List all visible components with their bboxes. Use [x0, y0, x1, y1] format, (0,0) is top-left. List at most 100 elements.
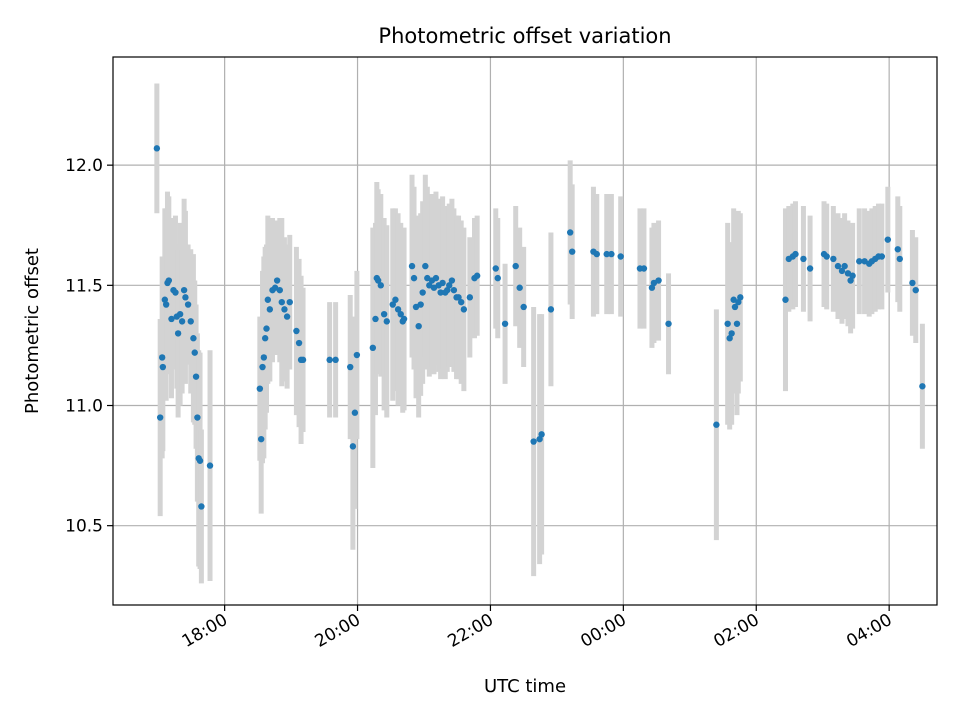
data-point [731, 303, 739, 311]
data-point [400, 315, 408, 323]
data-point [834, 262, 842, 270]
data-point [450, 286, 458, 294]
data-point [257, 435, 265, 443]
data-point [849, 272, 856, 279]
data-point [299, 356, 307, 364]
data-point [351, 409, 359, 416]
data-point [178, 318, 186, 325]
data-point [326, 356, 333, 364]
data-point [372, 315, 379, 323]
data-point [460, 306, 468, 313]
data-point [520, 303, 527, 311]
data-point [191, 349, 198, 356]
data-point [259, 363, 266, 371]
data-point [856, 258, 863, 265]
data-point [206, 462, 214, 469]
data-point [494, 274, 501, 282]
data-point [419, 289, 426, 296]
data-point [512, 262, 519, 270]
data-point [458, 298, 465, 306]
data-point [538, 431, 545, 438]
data-point [566, 229, 574, 236]
data-point [516, 284, 523, 291]
data-point [377, 282, 384, 289]
data-point [838, 267, 846, 275]
y-tick-label: 11.0 [65, 397, 103, 417]
data-point [380, 310, 388, 318]
data-point [439, 279, 446, 287]
data-point [397, 310, 404, 318]
data-point [782, 296, 789, 303]
data-point [182, 294, 189, 301]
data-point [332, 356, 339, 364]
data-point [187, 318, 194, 325]
data-point [884, 236, 892, 243]
data-points [153, 145, 926, 510]
data-point [198, 503, 205, 510]
data-point [172, 289, 179, 296]
data-point [724, 320, 731, 327]
data-point [437, 289, 444, 296]
data-point [408, 262, 416, 270]
data-point [190, 335, 197, 342]
data-point [896, 255, 903, 263]
data-point [192, 373, 200, 380]
y-tick-label: 11.5 [65, 276, 103, 296]
data-point [260, 354, 268, 361]
data-point [293, 327, 300, 335]
data-point [847, 277, 854, 284]
data-point [547, 306, 555, 313]
data-point [266, 306, 274, 313]
data-point [726, 335, 733, 342]
data-point [492, 265, 499, 272]
data-point [392, 296, 399, 303]
data-point [466, 294, 474, 301]
data-point [383, 318, 390, 325]
y-axis-ticks: 10.5 11.0 11.5 12.0 [65, 156, 113, 537]
data-point [264, 296, 272, 303]
data-point [792, 250, 799, 258]
y-tick-label: 12.0 [65, 156, 103, 176]
data-point [347, 363, 354, 371]
data-point [432, 274, 440, 282]
data-point [374, 277, 382, 284]
data-point [196, 457, 204, 464]
data-point [156, 414, 164, 421]
data-point [530, 438, 537, 445]
data-point [278, 298, 285, 306]
plot-frame [112, 56, 938, 606]
data-point [806, 265, 814, 272]
data-point [608, 250, 615, 258]
data-point [455, 294, 462, 301]
data-point [894, 246, 901, 253]
x-axis-label: UTC time [484, 676, 566, 697]
data-point [369, 344, 377, 352]
data-point [256, 385, 264, 392]
data-point [446, 282, 453, 289]
data-point [194, 414, 201, 421]
data-point [281, 306, 288, 313]
data-point [733, 320, 741, 327]
data-point [909, 279, 916, 287]
data-point [640, 265, 648, 272]
data-point [161, 296, 169, 303]
data-point [389, 301, 396, 308]
chart-title: Photometric offset variation [378, 24, 671, 48]
data-point [422, 262, 429, 270]
data-point [153, 145, 161, 152]
data-point [800, 255, 807, 263]
data-point [737, 294, 744, 301]
data-point [501, 320, 509, 327]
data-point [165, 277, 173, 284]
data-point [394, 306, 402, 313]
data-point [168, 315, 175, 323]
data-point [713, 421, 720, 428]
data-point [603, 250, 610, 258]
data-point [286, 298, 293, 306]
data-point [283, 313, 291, 320]
data-point [665, 320, 672, 327]
data-point [830, 255, 837, 263]
y-tick-label: 10.5 [65, 517, 103, 537]
